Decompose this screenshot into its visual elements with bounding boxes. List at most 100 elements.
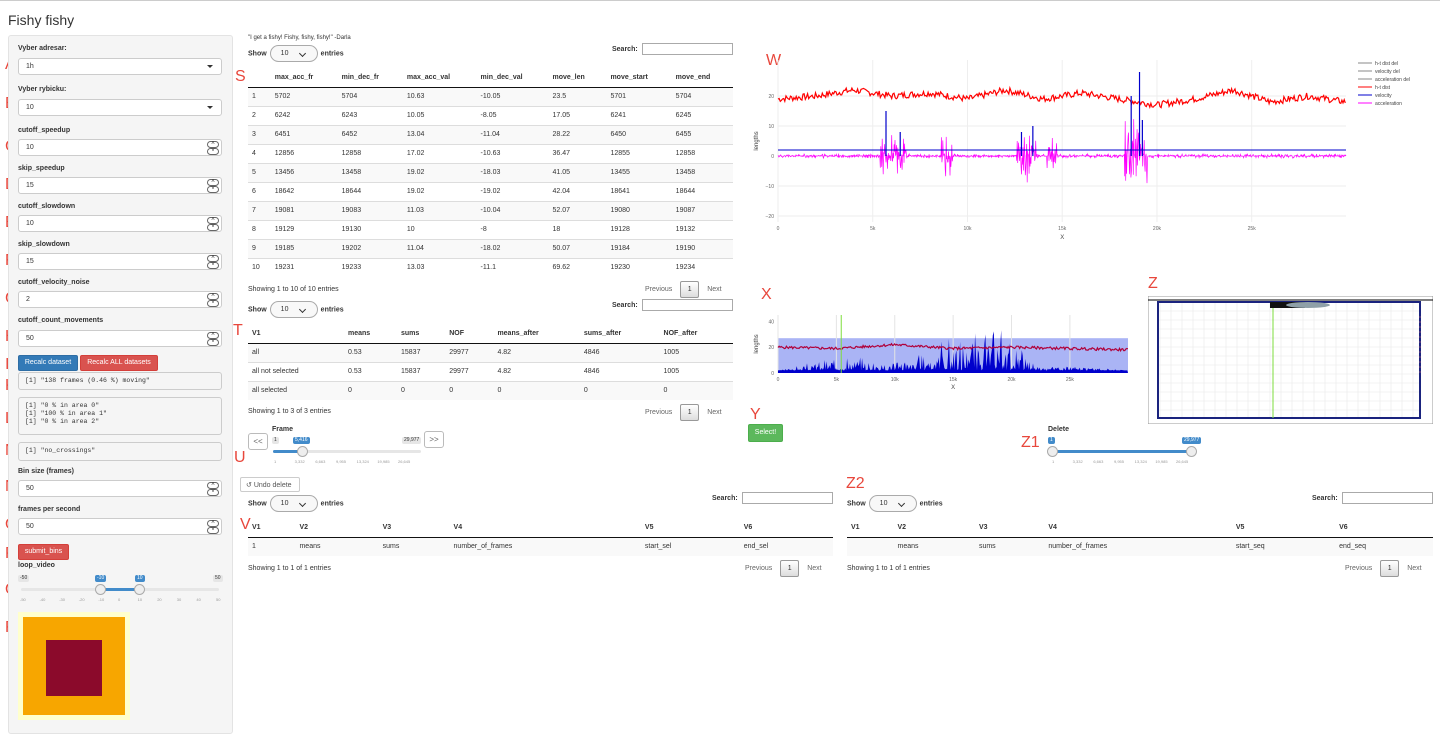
spinner-up-icon[interactable]: ˄	[207, 255, 219, 262]
spinner-up-icon[interactable]: ˄	[207, 482, 219, 489]
table-s-length-select[interactable]: 10	[269, 45, 318, 62]
table-row[interactable]: 8 19129 19130 10 -8 18 19128 19132	[248, 219, 733, 239]
spinner[interactable]: ˄ ˅	[207, 293, 219, 307]
column-header[interactable]: move_end	[671, 68, 733, 88]
submit-bins-button[interactable]: submit_bins	[18, 544, 69, 560]
address-select[interactable]: 1h	[18, 58, 222, 75]
table-v-search-input[interactable]	[741, 492, 833, 504]
bin-size-input[interactable]: 50 ˄ ˅	[18, 480, 222, 497]
loop-from-handle[interactable]	[95, 584, 106, 595]
page-button[interactable]: 1	[680, 404, 700, 421]
next-button[interactable]: Next	[707, 286, 722, 293]
prev-button[interactable]: Previous	[745, 565, 773, 572]
column-header[interactable]: means_after	[493, 324, 580, 344]
spinner-down-icon[interactable]: ˅	[207, 224, 219, 231]
column-header[interactable]	[248, 68, 271, 88]
table-row[interactable]: all not selected 0.53 15837 29977 4.82 4846 10…	[248, 361, 733, 381]
table-row[interactable]: means sums number_of_frames start_seq end_se…	[847, 536, 1433, 556]
table-row[interactable]: 1 means sums number_of_frames start_sel end_s…	[248, 536, 833, 556]
select-button[interactable]: Select!	[748, 424, 783, 442]
column-header[interactable]: min_dec_val	[476, 68, 549, 88]
spinner-up-icon[interactable]: ˄	[207, 520, 219, 527]
delete-to-handle[interactable]	[1186, 446, 1197, 457]
table-row[interactable]: 10 19231 19233 13.03 -11.1 69.62 19230 19234	[248, 257, 733, 277]
spinner[interactable]: ˄ ˅	[207, 482, 219, 496]
recalc-dataset-button[interactable]: Recalc dataset	[18, 355, 78, 371]
spinner-down-icon[interactable]: ˅	[207, 186, 219, 193]
next-button[interactable]: Next	[1407, 565, 1422, 572]
spinner[interactable]: ˄ ˅	[207, 217, 219, 231]
recalc-all-datasets-button[interactable]: Recalc ALL datasets	[80, 355, 158, 371]
spinner-up-icon[interactable]: ˄	[207, 179, 219, 186]
cutoff-speedup-input[interactable]: 10 ˄ ˅	[18, 139, 222, 156]
spinner-up-icon[interactable]: ˄	[207, 141, 219, 148]
spinner-down-icon[interactable]: ˅	[207, 339, 219, 346]
table-t-length-select[interactable]: 10	[269, 301, 318, 318]
skip-slowdown-input[interactable]: 15 ˄ ˅	[18, 253, 222, 270]
spinner-down-icon[interactable]: ˅	[207, 148, 219, 155]
table-row[interactable]: all 0.53 15837 29977 4.82 4846 1005	[248, 342, 733, 362]
column-header[interactable]: V3	[378, 518, 450, 538]
prev-button[interactable]: Previous	[645, 286, 673, 293]
frame-slider-track[interactable]	[273, 450, 421, 453]
spinner-down-icon[interactable]: ˅	[207, 262, 219, 269]
column-header[interactable]: V4	[449, 518, 641, 538]
arena-view[interactable]	[1148, 296, 1433, 424]
table-s-search-input[interactable]	[641, 43, 733, 55]
fps-input[interactable]: 50 ˄ ˅	[18, 518, 222, 535]
spinner-up-icon[interactable]: ˄	[207, 217, 219, 224]
column-header[interactable]: means	[344, 324, 397, 344]
column-header[interactable]: max_acc_fr	[270, 68, 338, 88]
table-row[interactable]: 3 6451 6452 13.04 -11.04 28.22 6450 6455	[248, 124, 733, 144]
spinner-down-icon[interactable]: ˅	[207, 489, 219, 496]
table-v-length-select[interactable]: 10	[269, 495, 318, 512]
page-button[interactable]: 1	[680, 281, 700, 298]
spinner[interactable]: ˄ ˅	[207, 255, 219, 269]
page-button[interactable]: 1	[780, 560, 800, 577]
column-header[interactable]: V5	[1231, 518, 1336, 538]
spinner[interactable]: ˄ ˅	[207, 179, 219, 193]
skip-speedup-input[interactable]: 15 ˄ ˅	[18, 177, 222, 194]
table-row[interactable]: 2 6242 6243 10.05 -8.05 17.05 6241 6245	[248, 105, 733, 125]
undo-delete-button[interactable]: ↺ Undo delete	[240, 477, 300, 492]
table-row[interactable]: 4 12856 12858 17.02 -10.63 36.47 12855 12858	[248, 143, 733, 163]
frame-slider-handle[interactable]	[297, 446, 308, 457]
cutoff-slowdown-input[interactable]: 10 ˄ ˅	[18, 215, 222, 232]
column-header[interactable]: V1	[847, 518, 894, 538]
column-header[interactable]: sums_after	[579, 324, 660, 344]
cutoff-velocity-noise-input[interactable]: 2 ˄ ˅	[18, 291, 222, 308]
column-header[interactable]: V6	[1335, 518, 1433, 538]
delete-from-handle[interactable]	[1047, 446, 1058, 457]
spinner-down-icon[interactable]: ˅	[207, 527, 219, 534]
fish-select[interactable]: 10	[18, 99, 222, 116]
prev-button[interactable]: Previous	[645, 409, 673, 416]
spinner-down-icon[interactable]: ˅	[207, 300, 219, 307]
column-header[interactable]: V1	[248, 324, 345, 344]
table-row[interactable]: 5 13456 13458 19.02 -18.03 41.05 13455 13458	[248, 162, 733, 182]
column-header[interactable]: min_dec_fr	[337, 68, 403, 88]
cutoff-count-movements-input[interactable]: 50 ˄ ˅	[18, 330, 222, 347]
table-t-search-input[interactable]	[641, 299, 733, 311]
spinner[interactable]: ˄ ˅	[207, 520, 219, 534]
column-header[interactable]: NOF_after	[659, 324, 733, 344]
prev-button[interactable]: Previous	[1345, 565, 1373, 572]
table-row[interactable]: 7 19081 19083 11.03 -10.04 52.07 19080 19087	[248, 200, 733, 220]
table-z2-length-select[interactable]: 10	[868, 495, 917, 512]
table-z2-search-input[interactable]	[1341, 492, 1433, 504]
page-button[interactable]: 1	[1380, 560, 1400, 577]
spinner[interactable]: ˄ ˅	[207, 141, 219, 155]
column-header[interactable]: move_len	[548, 68, 607, 88]
column-header[interactable]: sums	[397, 324, 446, 344]
spinner[interactable]: ˄ ˅	[207, 332, 219, 346]
frame-prev-button[interactable]: <<	[248, 433, 268, 450]
column-header[interactable]: NOF	[445, 324, 494, 344]
table-row[interactable]: 1 5702 5704 10.63 -10.05 23.5 5701 5704	[248, 86, 733, 106]
next-button[interactable]: Next	[807, 565, 822, 572]
column-header[interactable]: V2	[893, 518, 975, 538]
column-header[interactable]: move_start	[606, 68, 672, 88]
frame-next-button[interactable]: >>	[424, 431, 444, 448]
column-header[interactable]: max_acc_val	[402, 68, 477, 88]
column-header[interactable]: V3	[974, 518, 1045, 538]
